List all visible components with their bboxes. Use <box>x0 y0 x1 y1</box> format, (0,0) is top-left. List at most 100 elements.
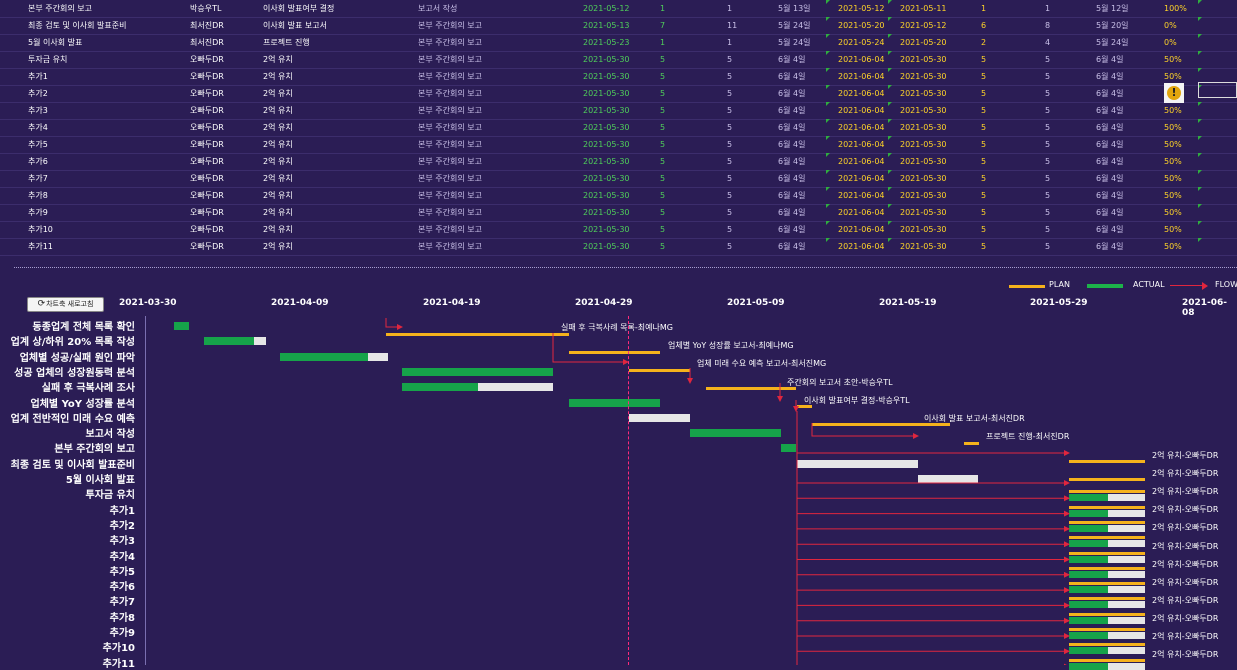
cell-task[interactable]: 추가9 <box>28 208 48 217</box>
cell-d2[interactable]: 2021-05-24 <box>838 38 885 47</box>
cell-d2[interactable]: 2021-06-04 <box>838 242 885 251</box>
cell-owner[interactable]: 오빠두DR <box>190 72 224 81</box>
cell-d2[interactable]: 2021-06-04 <box>838 174 885 183</box>
cell-prev[interactable]: 본부 주간회의 보고 <box>418 225 482 234</box>
cell-task[interactable]: 추가1 <box>28 72 48 81</box>
cell-n2[interactable]: 11 <box>727 21 738 30</box>
cell-d2[interactable]: 2021-06-04 <box>838 72 885 81</box>
cell-next[interactable]: 2억 유치 <box>263 123 293 132</box>
cell-d2[interactable]: 2021-06-04 <box>838 106 885 115</box>
cell-prev[interactable]: 본부 주간회의 보고 <box>418 55 482 64</box>
cell-n2[interactable]: 5 <box>727 191 733 200</box>
cell-n4[interactable]: 5 <box>1045 55 1051 64</box>
cell-n1[interactable]: 5 <box>660 242 666 251</box>
cell-next[interactable]: 이사회 발표여부 결정 <box>263 4 335 13</box>
cell-due2[interactable]: 6월 4일 <box>1096 242 1124 251</box>
cell-n2[interactable]: 5 <box>727 89 733 98</box>
cell-n3[interactable]: 5 <box>981 191 987 200</box>
cell-task[interactable]: 5월 이사회 발표 <box>28 38 83 47</box>
cell-owner[interactable]: 최서진DR <box>190 21 224 30</box>
cell-n3[interactable]: 5 <box>981 242 987 251</box>
cell-n4[interactable]: 5 <box>1045 174 1051 183</box>
cell-d2[interactable]: 2021-06-04 <box>838 123 885 132</box>
cell-due2[interactable]: 6월 4일 <box>1096 89 1124 98</box>
cell-task[interactable]: 추가6 <box>28 157 48 166</box>
cell-prev[interactable]: 본부 주간회의 보고 <box>418 72 482 81</box>
cell-prev[interactable]: 보고서 작성 <box>418 4 458 13</box>
refresh-axis-button[interactable]: ⟳차트축 새로고침 <box>27 297 104 312</box>
cell-task[interactable]: 추가4 <box>28 123 48 132</box>
cell-d1[interactable]: 2021-05-30 <box>583 174 630 183</box>
cell-d2[interactable]: 2021-06-04 <box>838 89 885 98</box>
cell-pct[interactable]: 0% <box>1164 21 1177 30</box>
cell-n2[interactable]: 5 <box>727 106 733 115</box>
table-row[interactable]: 추가1 오빠두DR 2억 유치 본부 주간회의 보고 2021-05-30 5 5 6월 4일… <box>0 68 1237 86</box>
cell-n3[interactable]: 2 <box>981 38 987 47</box>
cell-due2[interactable]: 6월 4일 <box>1096 191 1124 200</box>
cell-n3[interactable]: 5 <box>981 89 987 98</box>
cell-task[interactable]: 최종 검토 및 이사회 발표준비 <box>28 21 127 30</box>
cell-n1[interactable]: 5 <box>660 106 666 115</box>
cell-n3[interactable]: 5 <box>981 106 987 115</box>
cell-d3[interactable]: 2021-05-30 <box>900 55 947 64</box>
cell-d2[interactable]: 2021-05-20 <box>838 21 885 30</box>
cell-due[interactable]: 6월 4일 <box>778 89 806 98</box>
cell-next[interactable]: 프로젝트 진행 <box>263 38 310 47</box>
cell-owner[interactable]: 오빠두DR <box>190 225 224 234</box>
cell-n2[interactable]: 5 <box>727 174 733 183</box>
cell-d3[interactable]: 2021-05-12 <box>900 21 947 30</box>
cell-n1[interactable]: 5 <box>660 72 666 81</box>
cell-n2[interactable]: 5 <box>727 225 733 234</box>
cell-n4[interactable]: 5 <box>1045 225 1051 234</box>
cell-d1[interactable]: 2021-05-30 <box>583 225 630 234</box>
cell-n3[interactable]: 5 <box>981 72 987 81</box>
cell-d3[interactable]: 2021-05-30 <box>900 225 947 234</box>
cell-prev[interactable]: 본부 주간회의 보고 <box>418 38 482 47</box>
cell-prev[interactable]: 본부 주간회의 보고 <box>418 89 482 98</box>
cell-owner[interactable]: 박승우TL <box>190 4 222 13</box>
table-row[interactable]: 5월 이사회 발표 최서진DR 프로젝트 진행 본부 주간회의 보고 2021-05-2… <box>0 34 1237 52</box>
cell-owner[interactable]: 오빠두DR <box>190 123 224 132</box>
cell-n4[interactable]: 5 <box>1045 157 1051 166</box>
cell-pct[interactable]: 50% <box>1164 140 1182 149</box>
cell-prev[interactable]: 본부 주간회의 보고 <box>418 208 482 217</box>
cell-n4[interactable]: 5 <box>1045 140 1051 149</box>
table-row[interactable]: 추가8 오빠두DR 2억 유치 본부 주간회의 보고 2021-05-30 5 5 6월 4일… <box>0 187 1237 205</box>
cell-due2[interactable]: 6월 4일 <box>1096 72 1124 81</box>
cell-next[interactable]: 2억 유치 <box>263 72 293 81</box>
cell-task[interactable]: 추가8 <box>28 191 48 200</box>
cell-d3[interactable]: 2021-05-30 <box>900 106 947 115</box>
cell-n1[interactable]: 5 <box>660 140 666 149</box>
cell-n1[interactable]: 5 <box>660 123 666 132</box>
cell-d2[interactable]: 2021-06-04 <box>838 55 885 64</box>
cell-d1[interactable]: 2021-05-30 <box>583 72 630 81</box>
cell-task[interactable]: 추가7 <box>28 174 48 183</box>
cell-n1[interactable]: 5 <box>660 208 666 217</box>
cell-d1[interactable]: 2021-05-30 <box>583 157 630 166</box>
cell-due[interactable]: 6월 4일 <box>778 140 806 149</box>
cell-n3[interactable]: 5 <box>981 225 987 234</box>
table-row[interactable]: 추가7 오빠두DR 2억 유치 본부 주간회의 보고 2021-05-30 5 5 6월 4일… <box>0 170 1237 188</box>
cell-n4[interactable]: 5 <box>1045 106 1051 115</box>
cell-due2[interactable]: 5월 24일 <box>1096 38 1129 47</box>
cell-d1[interactable]: 2021-05-30 <box>583 242 630 251</box>
cell-n4[interactable]: 1 <box>1045 4 1051 13</box>
cell-next[interactable]: 2억 유치 <box>263 174 293 183</box>
cell-pct[interactable]: 50% <box>1164 225 1182 234</box>
cell-d1[interactable]: 2021-05-30 <box>583 123 630 132</box>
cell-due[interactable]: 6월 4일 <box>778 225 806 234</box>
cell-n1[interactable]: 5 <box>660 191 666 200</box>
cell-d2[interactable]: 2021-06-04 <box>838 225 885 234</box>
cell-owner[interactable]: 오빠두DR <box>190 140 224 149</box>
table-row[interactable]: 본부 주간회의 보고 박승우TL 이사회 발표여부 결정 보고서 작성 2021-05-… <box>0 0 1237 18</box>
cell-due2[interactable]: 6월 4일 <box>1096 225 1124 234</box>
cell-n2[interactable]: 1 <box>727 4 733 13</box>
cell-n1[interactable]: 1 <box>660 38 666 47</box>
cell-pct[interactable]: 50% <box>1164 191 1182 200</box>
cell-d1[interactable]: 2021-05-30 <box>583 89 630 98</box>
cell-prev[interactable]: 본부 주간회의 보고 <box>418 106 482 115</box>
cell-n3[interactable]: 5 <box>981 157 987 166</box>
cell-d3[interactable]: 2021-05-30 <box>900 208 947 217</box>
cell-owner[interactable]: 오빠두DR <box>190 208 224 217</box>
cell-d3[interactable]: 2021-05-11 <box>900 4 947 13</box>
